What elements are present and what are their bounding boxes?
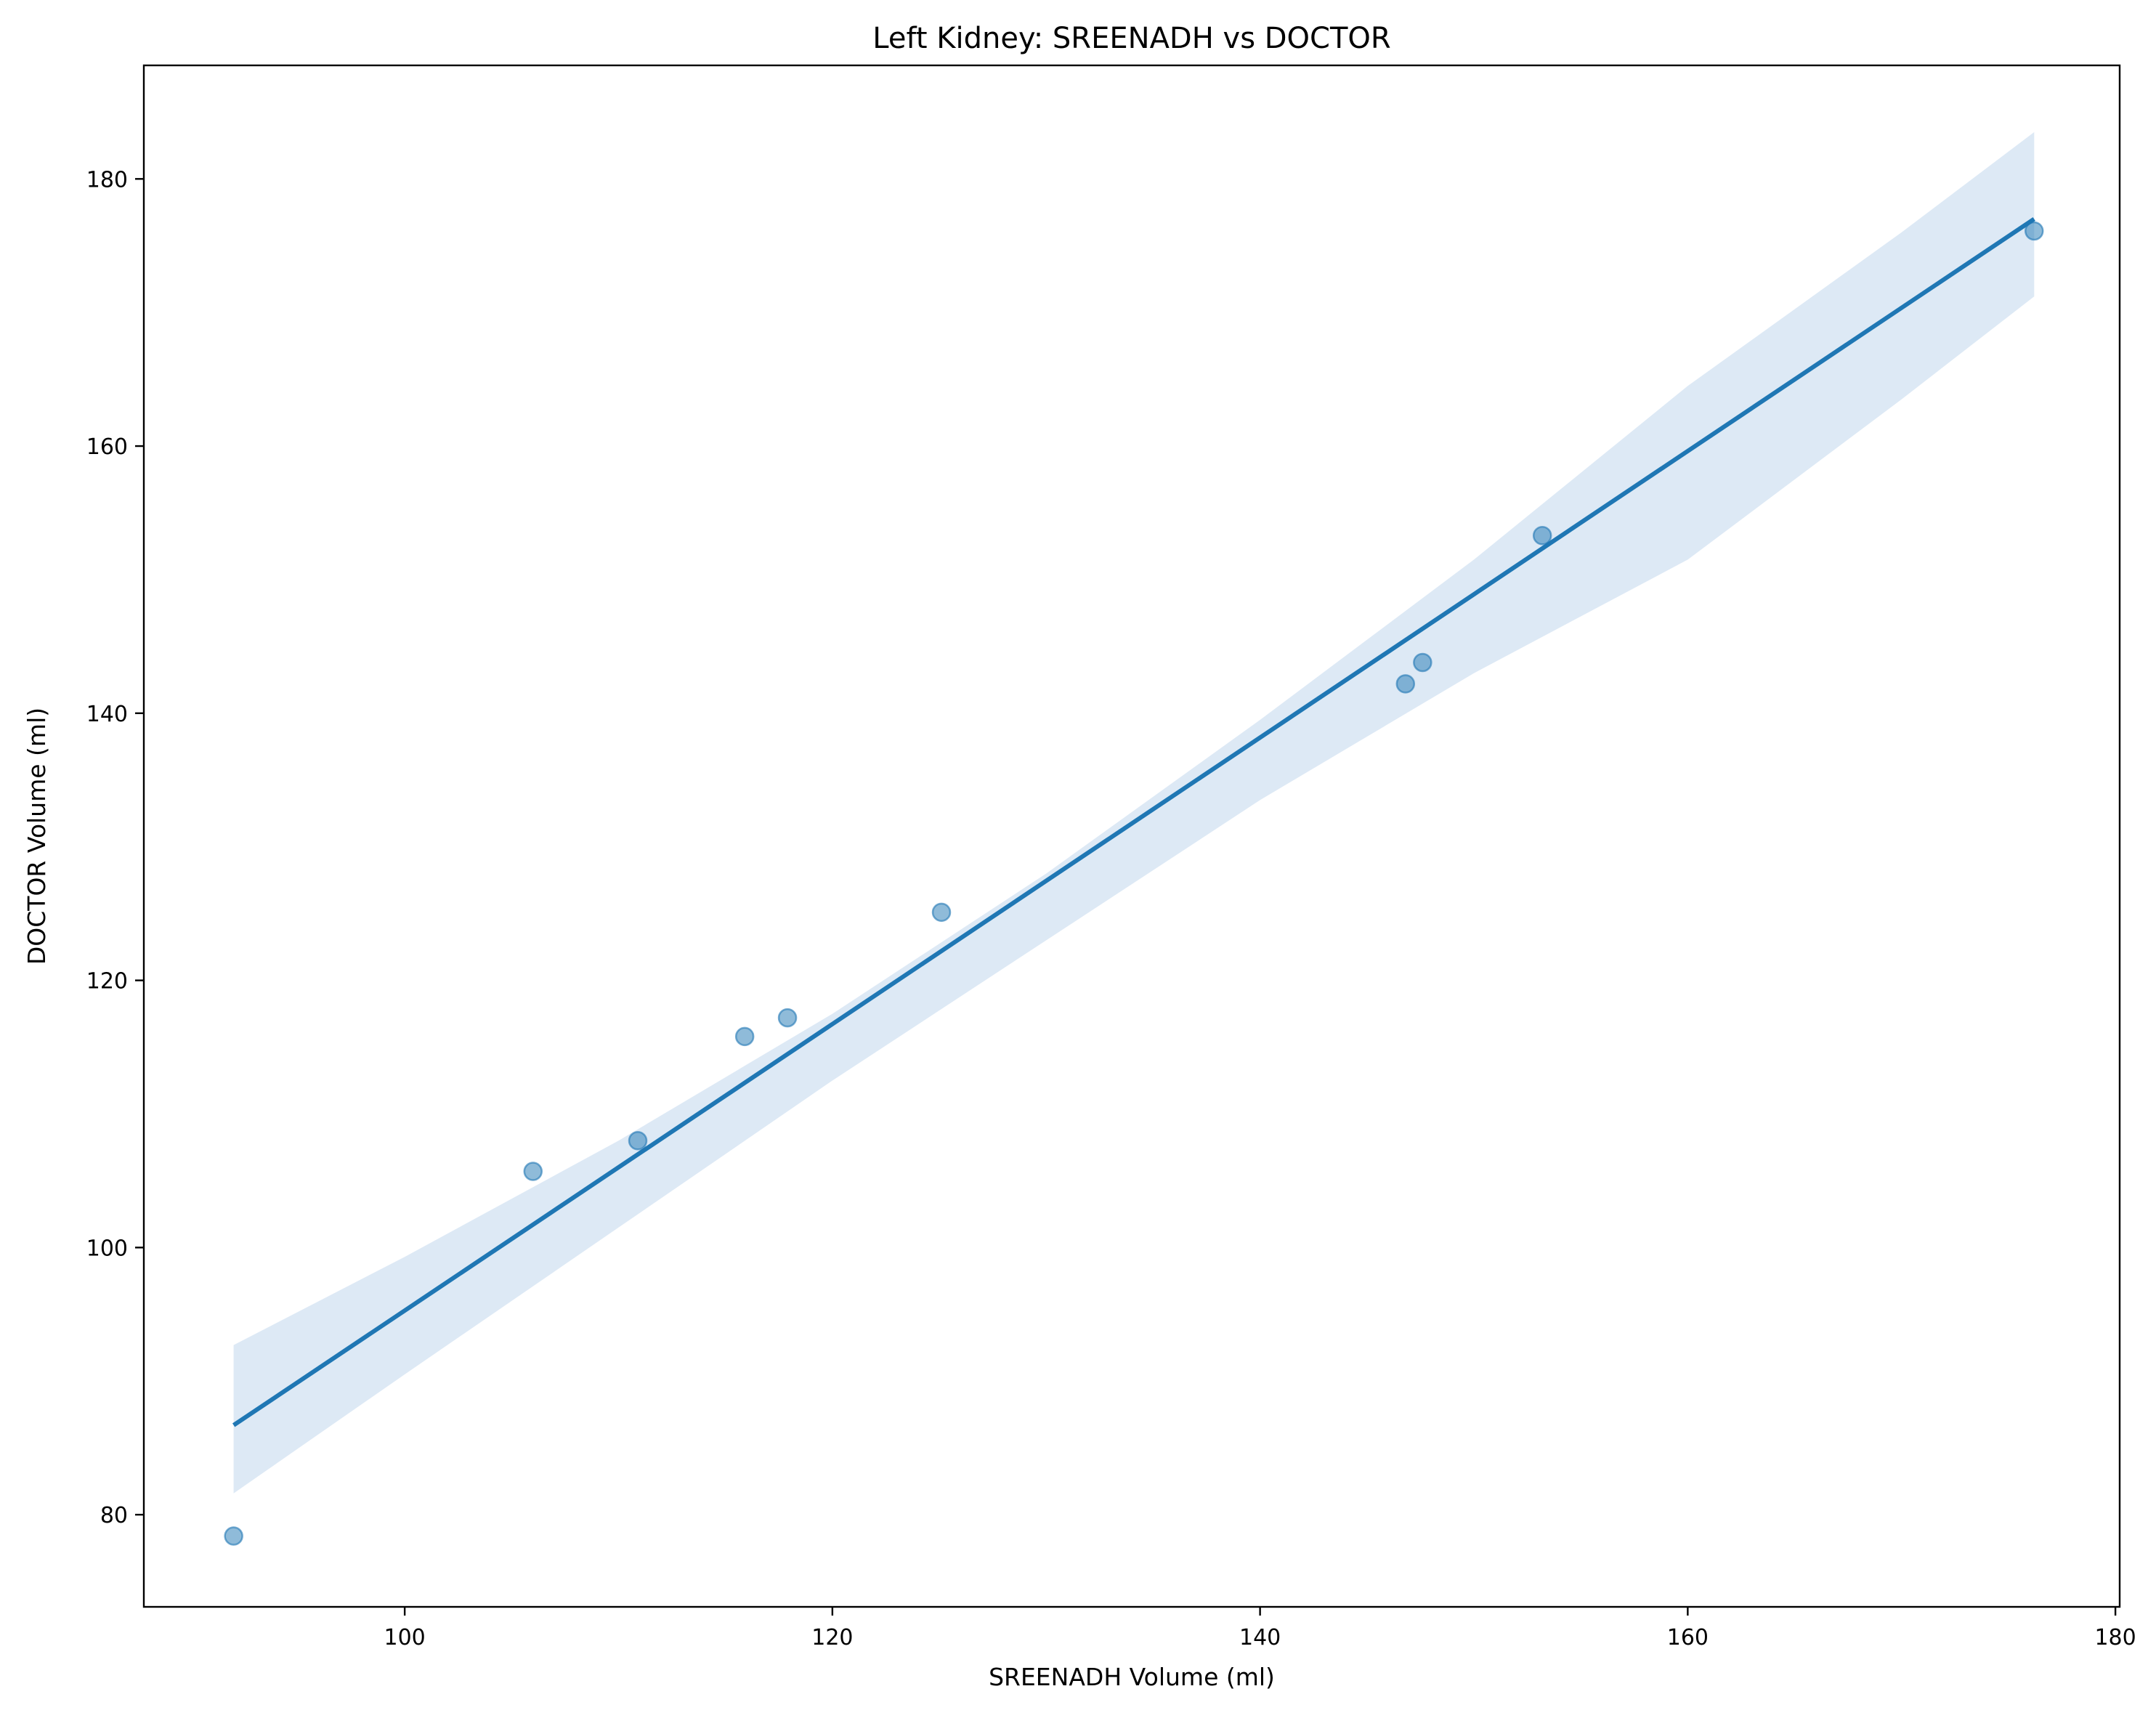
x-tick-label: 180 bbox=[2094, 1625, 2136, 1650]
y-tick-label: 100 bbox=[86, 1236, 128, 1261]
regression-line bbox=[232, 216, 2035, 1427]
chart-title: Left Kidney: SREENADH vs DOCTOR bbox=[872, 22, 1390, 55]
y-tick-label: 180 bbox=[86, 167, 128, 193]
y-tick-label: 120 bbox=[86, 969, 128, 994]
confidence-band bbox=[233, 131, 2035, 1494]
scatter-points-layer bbox=[224, 221, 2044, 1546]
scatter-point-7 bbox=[1395, 674, 1416, 694]
scatter-point-3 bbox=[628, 1131, 648, 1151]
scatter-point-9 bbox=[1532, 526, 1552, 546]
x-tick-label: 120 bbox=[811, 1625, 853, 1650]
y-axis-label: DOCTOR Volume (ml) bbox=[23, 708, 51, 965]
scatter-point-1 bbox=[224, 1526, 243, 1546]
plot-area-frame bbox=[142, 64, 2121, 1608]
y-tick-label: 80 bbox=[100, 1503, 128, 1528]
scatter-point-2 bbox=[523, 1162, 543, 1181]
x-tick-label: 140 bbox=[1239, 1625, 1281, 1650]
x-axis-ticks: 100 120 140 160 180 bbox=[384, 1607, 2136, 1650]
y-axis-ticks: 80 100 120 140 160 180 bbox=[86, 167, 144, 1528]
scatter-point-5 bbox=[777, 1008, 798, 1028]
y-tick-label: 140 bbox=[86, 702, 128, 727]
scatter-point-8 bbox=[1413, 652, 1432, 673]
confidence-band-layer bbox=[233, 131, 2035, 1494]
scatter-point-6 bbox=[931, 902, 952, 923]
regression-line-layer bbox=[232, 216, 2035, 1427]
x-tick-label: 100 bbox=[384, 1625, 426, 1650]
x-axis-label: SREENADH Volume (ml) bbox=[989, 1663, 1275, 1691]
scatter-point-4 bbox=[734, 1026, 755, 1047]
x-tick-label: 160 bbox=[1667, 1625, 1709, 1650]
y-tick-label: 160 bbox=[86, 434, 128, 460]
scatter-point-10 bbox=[2025, 221, 2044, 241]
